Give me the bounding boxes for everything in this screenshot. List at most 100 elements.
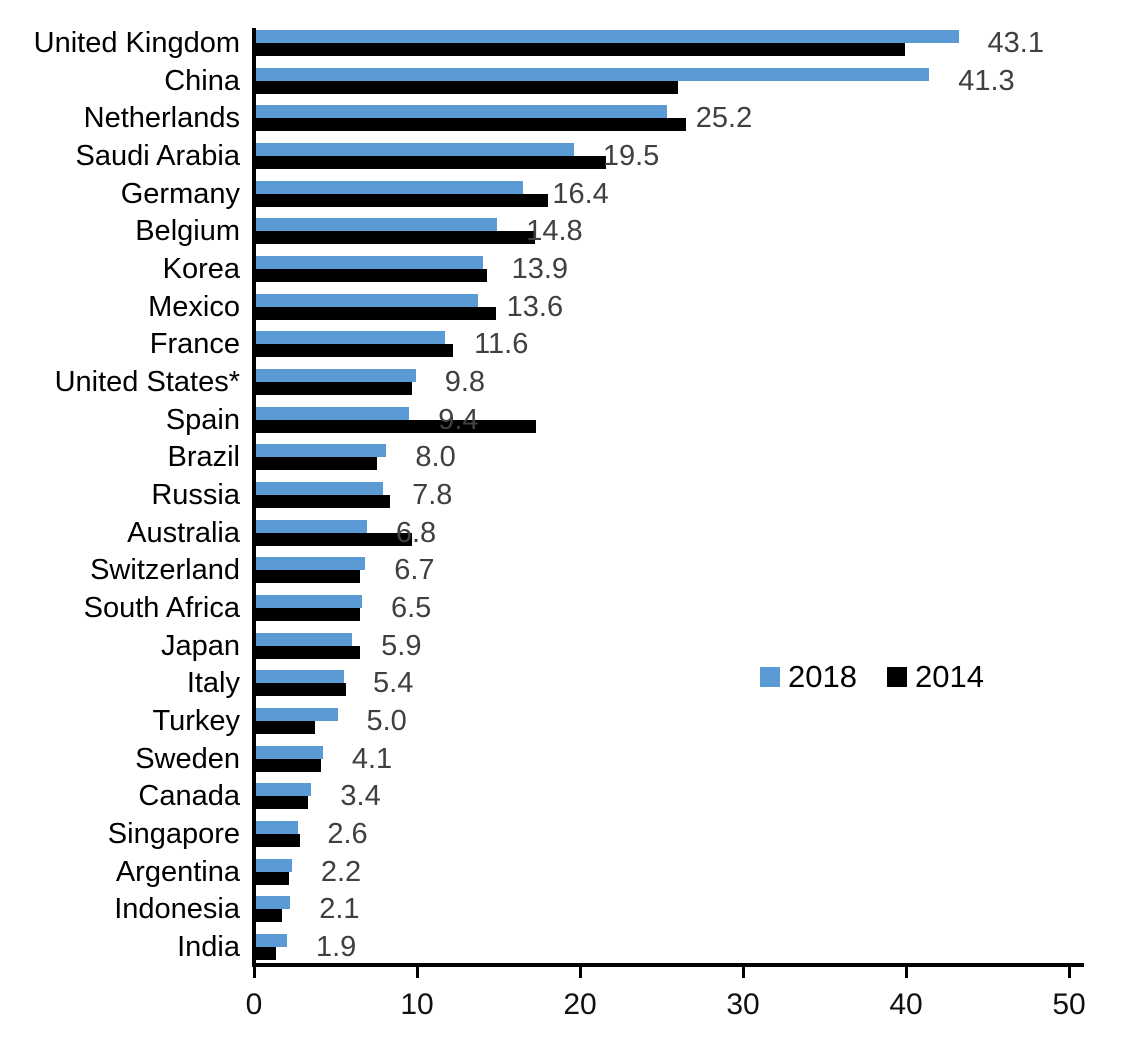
category-label: Brazil (167, 441, 240, 474)
bar-2018 (256, 331, 446, 345)
bar-2014 (256, 947, 276, 960)
legend-swatch-2014 (886, 667, 907, 687)
bar-2014 (256, 758, 322, 772)
legend-entry-2018: 2018 (760, 659, 857, 695)
bar-2014 (256, 570, 361, 584)
category-label: Italy (186, 667, 240, 700)
category-label: Japan (160, 629, 240, 662)
category-label: Argentina (115, 855, 240, 888)
value-label: 16.4 (552, 177, 609, 210)
value-label: 11.6 (474, 328, 529, 361)
bar-2014 (256, 608, 361, 621)
category-label: Turkey (152, 705, 240, 737)
x-axis-tick-label: 20 (563, 988, 597, 1021)
category-label: Belgium (135, 215, 240, 248)
legend: 2018 2014 (760, 659, 984, 695)
category-label: Korea (162, 253, 240, 285)
value-label: 5.4 (373, 667, 414, 700)
value-label: 13.6 (506, 290, 564, 323)
category-label: Canada (138, 780, 240, 813)
category-label: Indonesia (114, 893, 240, 926)
bar-2014 (256, 909, 283, 923)
bar-2018 (256, 369, 416, 382)
x-axis-tick-label: 50 (1052, 988, 1086, 1021)
value-label: 14.8 (526, 215, 583, 248)
bar-2018 (256, 595, 362, 608)
x-axis-tick-label: 40 (889, 988, 923, 1021)
category-label: Singapore (107, 818, 240, 850)
bar-2018 (256, 557, 366, 571)
legend-label-2018: 2018 (788, 659, 857, 694)
category-label: South Africa (83, 592, 240, 624)
value-label: 3.4 (340, 780, 381, 813)
category-label: Netherlands (83, 102, 240, 135)
category-label: Sweden (135, 742, 240, 775)
bar-2014 (256, 382, 413, 395)
bar-2014 (256, 344, 454, 358)
bar-2014 (256, 306, 496, 320)
value-label: 5.9 (381, 629, 422, 662)
bar-2018 (256, 67, 930, 81)
bar-2018 (256, 406, 410, 420)
bar-2018 (256, 143, 574, 156)
bar-2018 (256, 180, 524, 194)
bar-2018 (256, 783, 312, 797)
value-label: 43.1 (987, 27, 1044, 59)
category-label: Germany (120, 177, 240, 210)
bar-2018 (256, 632, 353, 646)
bar-2014 (256, 834, 300, 847)
bar-2018 (256, 670, 345, 684)
category-label: Switzerland (90, 554, 240, 587)
value-label: 9.8 (444, 366, 486, 398)
bar-2014 (256, 269, 488, 282)
x-axis-tick-label: 10 (400, 988, 434, 1021)
value-label: 8.0 (415, 441, 456, 474)
value-label: 41.3 (958, 64, 1015, 97)
bar-2014 (256, 43, 905, 56)
bar-2018 (256, 708, 338, 721)
bar-2014 (256, 683, 346, 697)
value-label: 9.4 (438, 403, 479, 436)
bar-2018 (256, 821, 299, 834)
value-label: 19.5 (602, 140, 660, 172)
x-axis-line (252, 963, 1084, 967)
bar-2014 (256, 796, 309, 810)
category-label: Saudi Arabia (75, 140, 240, 172)
value-label: 4.1 (351, 742, 393, 775)
bar-2018 (256, 519, 367, 533)
legend-label-2014: 2014 (914, 659, 984, 694)
value-label: 25.2 (695, 102, 753, 135)
value-label: 2.2 (320, 855, 362, 888)
x-axis-tick-label: 0 (245, 988, 263, 1021)
bar-2018 (256, 293, 478, 307)
value-label: 6.5 (390, 592, 432, 624)
category-label: Spain (165, 403, 240, 436)
bar-2014 (256, 419, 537, 433)
x-axis-tick (905, 963, 908, 978)
x-axis-tick (253, 963, 256, 978)
x-axis-tick (1068, 963, 1071, 978)
value-label: 1.9 (315, 931, 357, 963)
bar-2018 (256, 30, 959, 43)
bar-2014 (256, 532, 413, 546)
bar-2018 (256, 896, 291, 910)
category-label: United States* (54, 366, 240, 398)
bar-2014 (256, 193, 548, 207)
x-axis-tick (416, 963, 419, 978)
bar-2018 (256, 745, 323, 759)
bar-2018 (256, 482, 384, 495)
bar-2014 (256, 871, 289, 885)
category-label: Australia (127, 516, 240, 549)
value-label: 2.1 (319, 893, 360, 926)
bar-2018 (256, 858, 292, 872)
bar-2014 (256, 721, 315, 734)
bar-2014 (256, 231, 535, 245)
category-label: United Kingdom (33, 27, 240, 59)
value-label: 2.6 (327, 818, 368, 850)
category-label: Mexico (148, 290, 240, 323)
category-label: France (149, 328, 240, 361)
bar-2014 (256, 457, 377, 471)
bar-2018 (256, 444, 387, 458)
value-label: 6.8 (395, 516, 437, 549)
